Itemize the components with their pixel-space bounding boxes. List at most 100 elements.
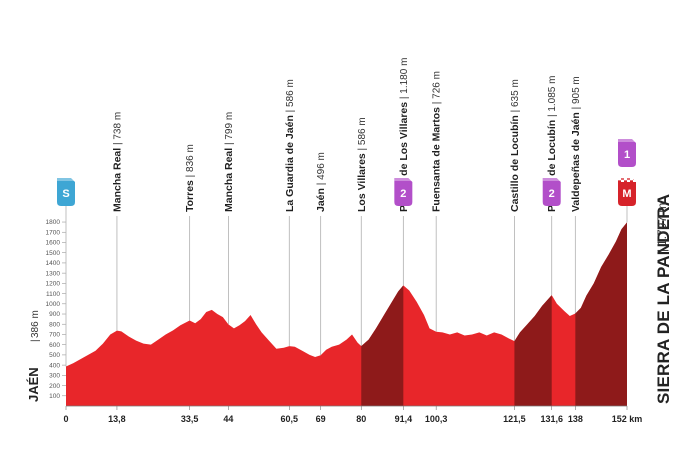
climb-category-badge-shape xyxy=(542,178,561,206)
waypoint-altitude: | 905 m xyxy=(571,76,582,112)
finish-checker xyxy=(624,178,627,180)
y-tick-label: 1100 xyxy=(46,291,60,298)
climb-section xyxy=(361,285,404,406)
profile-area xyxy=(66,222,627,406)
x-tick-label: 69 xyxy=(316,414,326,424)
waypoint-name: Fuensanta de Martos xyxy=(431,107,443,212)
waypoint-altitude: | 586 m xyxy=(285,79,296,115)
climb-category-badge-highlight xyxy=(394,178,413,181)
waypoint-label: Castillo de Locubín | 635 m xyxy=(509,79,521,212)
waypoint-altitude: | 836 m xyxy=(185,144,196,180)
start-badge-text: S xyxy=(62,188,69,200)
y-tick-label: 1800 xyxy=(46,219,61,226)
x-tick-label: 91,4 xyxy=(395,414,413,424)
finish-checker xyxy=(618,178,621,180)
waypoint-label: Mancha Real | 738 m xyxy=(111,112,123,212)
waypoint-label: Los Villares | 586 m xyxy=(356,117,368,212)
y-tick-label: 1000 xyxy=(46,301,61,308)
x-tick-label: 152 km xyxy=(612,414,643,424)
waypoint-name: Castillo de Locubín xyxy=(509,115,521,212)
finish-altitude: 1.797 m xyxy=(655,203,669,246)
climb-category-badge-shape xyxy=(394,178,413,206)
climb-category-badge: 2 xyxy=(394,178,413,206)
waypoint-altitude: | 1.085 m xyxy=(547,76,558,120)
finish-badge-text: M xyxy=(622,188,631,200)
waypoint-label: Mancha Real | 799 m xyxy=(223,112,235,212)
finish-category-badge: 1 xyxy=(618,139,636,167)
start-separator: | xyxy=(30,339,41,342)
x-tick-label: 60,5 xyxy=(281,414,299,424)
waypoint-altitude: | 726 m xyxy=(432,71,443,107)
start-city-name: JAÉN xyxy=(26,367,41,402)
waypoint-altitude: | 586 m xyxy=(357,117,368,153)
waypoint-label: Torres | 836 m xyxy=(184,144,196,212)
start-finish-labels: JAÉN 386 m SIERRA DE LA PANDERA 1.797 m … xyxy=(26,194,673,404)
finish-checker xyxy=(630,178,633,180)
x-axis: 0 13,8 33,5 44 60,5 69 80 91,4 100,3 121,5 131,6 13… xyxy=(63,405,643,424)
start-badge-highlight xyxy=(57,178,75,181)
start-badge-shape xyxy=(57,178,75,206)
x-tick-label: 44 xyxy=(223,414,233,424)
climb-category-badge: 2 xyxy=(542,178,561,206)
finish-category-badge-shape xyxy=(618,139,636,167)
x-tick-label: 0 xyxy=(63,414,68,424)
finish-checker xyxy=(621,180,624,182)
waypoint-name: Jaén xyxy=(315,188,327,212)
waypoint-label: Jaén | 496 m xyxy=(315,152,327,212)
climb-category-badge-text: 2 xyxy=(400,188,406,200)
y-tick-label: 800 xyxy=(49,321,60,328)
waypoint-name: Valdepeñas de Jaén xyxy=(570,112,582,212)
waypoint-label: Fuensanta de Martos | 726 m xyxy=(431,71,443,212)
y-tick-label: 1500 xyxy=(46,250,61,257)
y-tick-label: 1700 xyxy=(46,229,61,236)
x-tick-label: 80 xyxy=(356,414,366,424)
finish-separator: | xyxy=(655,249,669,252)
y-tick-label: 500 xyxy=(49,352,60,359)
finish-category-badge-text: 1 xyxy=(624,149,630,161)
climb-section xyxy=(514,295,552,406)
finish-name: SIERRA DE LA PANDERA xyxy=(654,194,673,404)
waypoint-altitude: | 799 m xyxy=(224,112,235,148)
x-tick-label: 33,5 xyxy=(181,414,199,424)
finish-badge: M xyxy=(618,178,636,206)
finish-badge-shape xyxy=(618,178,636,206)
start-badge: S xyxy=(57,178,75,206)
y-tick-label: 200 xyxy=(49,383,60,390)
y-tick-label: 600 xyxy=(49,342,60,349)
y-tick-label: 400 xyxy=(49,362,60,369)
waypoint-name: Mancha Real xyxy=(111,148,123,212)
climb-section xyxy=(575,222,627,406)
start-city-altitude: 386 m xyxy=(30,310,41,338)
badges: S 2 2 1 M xyxy=(57,139,636,206)
finish-checker xyxy=(633,180,636,182)
climb-category-badge-text: 2 xyxy=(549,188,555,200)
finish-category-badge-highlight xyxy=(618,139,636,142)
x-tick-label: 131,6 xyxy=(540,414,563,424)
waypoint-labels: Mancha Real | 738 m Torres | 836 m Mancha … xyxy=(111,58,581,212)
x-tick-label: 13,8 xyxy=(108,414,126,424)
x-tick-label: 100,3 xyxy=(425,414,448,424)
waypoint-name: Torres xyxy=(184,180,196,212)
waypoint-altitude: | 496 m xyxy=(316,152,327,188)
y-tick-label: 900 xyxy=(49,311,60,318)
waypoint-label: Valdepeñas de Jaén | 905 m xyxy=(570,76,582,212)
y-tick-label: 300 xyxy=(49,373,60,380)
climb-category-badge-highlight xyxy=(542,178,561,181)
waypoint-altitude: | 1.180 m xyxy=(399,58,410,102)
y-tick-label: 1400 xyxy=(46,260,61,267)
waypoint-name: La Guardia de Jaén xyxy=(284,115,296,212)
waypoint-name: Mancha Real xyxy=(223,148,235,212)
y-tick-label: 1600 xyxy=(46,240,61,247)
x-tick-label: 138 xyxy=(568,414,583,424)
waypoint-guide-lines xyxy=(65,205,628,367)
y-tick-label: 100 xyxy=(49,393,60,400)
waypoint-name: Los Villares xyxy=(356,153,368,212)
finish-checker xyxy=(627,180,630,182)
waypoint-altitude: | 738 m xyxy=(112,112,123,148)
y-tick-label: 1300 xyxy=(46,270,61,277)
y-axis: 100 200 300 400 500 600 700 800 900 1000 1100 1200 1… xyxy=(46,219,66,400)
y-tick-label: 1200 xyxy=(46,281,61,288)
waypoint-label: La Guardia de Jaén | 586 m xyxy=(284,79,296,212)
